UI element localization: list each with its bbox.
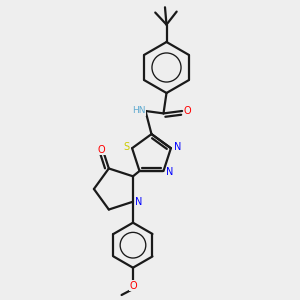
Text: O: O bbox=[129, 281, 137, 291]
Text: N: N bbox=[174, 142, 181, 152]
Text: O: O bbox=[98, 145, 105, 154]
Text: O: O bbox=[184, 106, 192, 116]
Text: N: N bbox=[135, 197, 142, 207]
Text: HN: HN bbox=[133, 106, 146, 116]
Text: S: S bbox=[123, 142, 129, 152]
Text: N: N bbox=[167, 167, 174, 177]
